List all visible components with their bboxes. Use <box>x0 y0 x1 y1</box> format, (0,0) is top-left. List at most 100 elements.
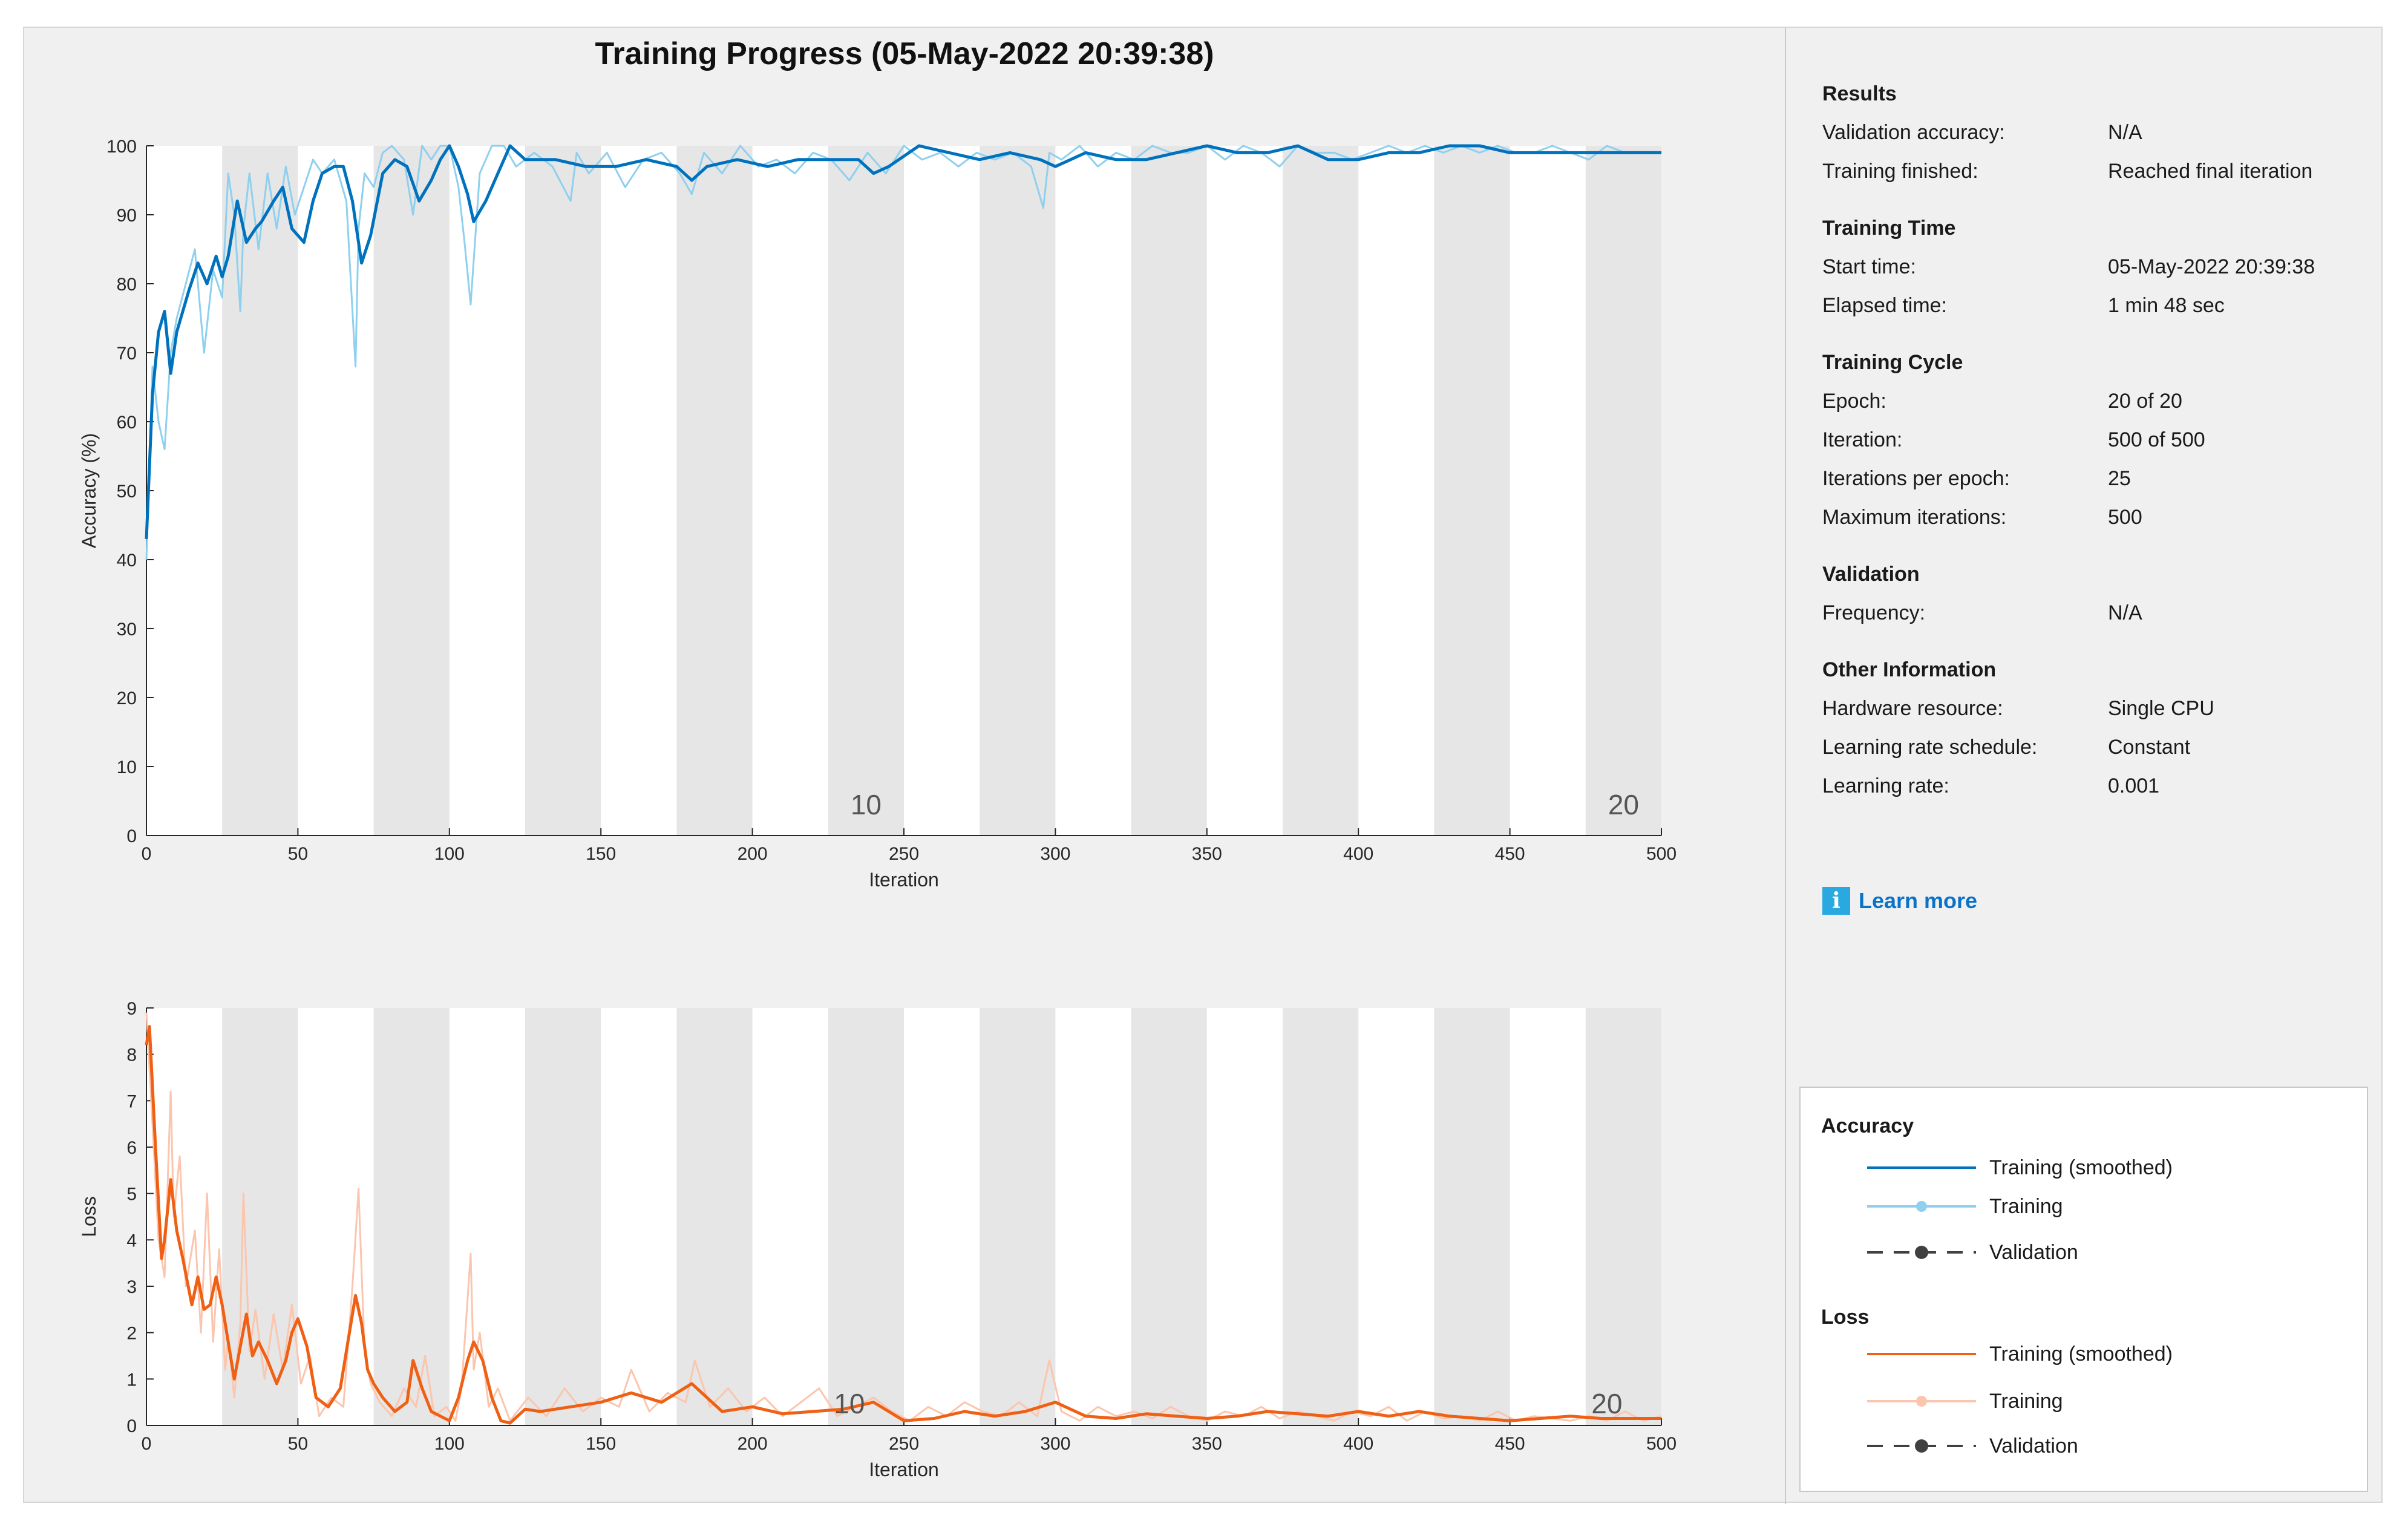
acc-y-tick-label: 100 <box>106 137 137 157</box>
acc-epoch-label: 10 <box>851 789 882 820</box>
loss-x-tick-label: 450 <box>1495 1434 1525 1454</box>
loss-epoch-band <box>1283 1008 1359 1425</box>
acc-x-tick-label: 50 <box>288 844 308 864</box>
acc-y-tick-label: 30 <box>117 620 137 639</box>
legend-acc-validation-label: Validation <box>1989 1240 2078 1264</box>
acc-x-axis-label: Iteration <box>869 869 939 891</box>
acc-x-tick-label: 0 <box>142 844 152 864</box>
acc-y-tick-label: 90 <box>117 206 137 226</box>
loss-x-tick-label: 350 <box>1192 1434 1222 1454</box>
legend-loss-training-swatch <box>1867 1396 1976 1407</box>
legend-loss-validation: Validation <box>1867 1434 2078 1458</box>
iteration-label: Iteration: <box>1822 428 1903 451</box>
chart-title: Training Progress (05-May-2022 20:39:38) <box>595 36 1214 71</box>
start-time-value: 05-May-2022 20:39:38 <box>2108 255 2315 278</box>
acc-x-tick-label: 100 <box>434 844 465 864</box>
loss-series-training <box>145 1012 1662 1422</box>
legend-loss-smoothed: Training (smoothed) <box>1867 1342 2173 1366</box>
legend-accuracy-title: Accuracy <box>1821 1114 1914 1137</box>
loss-epoch-band <box>676 1008 753 1425</box>
learning-rate-label: Learning rate: <box>1822 774 1949 797</box>
acc-epoch-band <box>1585 146 1661 836</box>
learn-more-link[interactable]: i Learn more <box>1822 887 1977 915</box>
training-progress-window: Training Progress (05-May-2022 20:39:38)… <box>23 27 2383 1504</box>
loss-epoch-band <box>1585 1008 1661 1425</box>
loss-epoch-band <box>222 1008 298 1425</box>
loss-epoch-band <box>980 1008 1056 1425</box>
charts-svg: Training Progress (05-May-2022 20:39:38)… <box>78 36 1677 1480</box>
acc-epoch-band <box>373 146 450 836</box>
legend-loss-smoothed-swatch <box>1867 1353 1976 1355</box>
training-time-title: Training Time <box>1822 217 1956 240</box>
legend-acc-smoothed: Training (smoothed) <box>1867 1156 2173 1180</box>
acc-y-tick-label: 0 <box>126 826 137 846</box>
maximum-iterations-label: Maximum iterations: <box>1822 506 2007 529</box>
loss-y-tick-label: 0 <box>126 1416 137 1436</box>
acc-x-tick-label: 250 <box>889 844 919 864</box>
loss-epoch-label: 10 <box>834 1388 865 1419</box>
loss-x-tick-label: 100 <box>434 1434 465 1454</box>
acc-y-axis-label: Accuracy (%) <box>78 433 100 548</box>
legend-acc-training-swatch <box>1867 1201 1976 1212</box>
iterations-per-epoch-value: 25 <box>2108 467 2131 490</box>
iterations-per-epoch-label: Iterations per epoch: <box>1822 467 2010 490</box>
loss-x-tick-label: 50 <box>288 1434 308 1454</box>
legend-acc-training: Training <box>1867 1194 2063 1218</box>
legend-loss-training: Training <box>1867 1389 2063 1413</box>
info-icon: i <box>1822 887 1850 915</box>
acc-series-training-smoothed <box>145 144 1661 539</box>
loss-x-axis-label: Iteration <box>869 1459 939 1480</box>
learning-rate-schedule-label: Learning rate schedule: <box>1822 736 2038 759</box>
loss-y-tick-label: 2 <box>126 1324 137 1344</box>
acc-series-training <box>145 145 1661 560</box>
loss-y-tick-label: 5 <box>126 1185 137 1205</box>
acc-epoch-band <box>980 146 1056 836</box>
training-finished-label: Training finished: <box>1822 160 1978 183</box>
loss-y-tick-label: 4 <box>126 1231 137 1251</box>
legend-acc-validation: Validation <box>1867 1240 2078 1264</box>
acc-y-tick-label: 40 <box>117 551 137 571</box>
acc-x-tick-label: 400 <box>1343 844 1373 864</box>
other-information-title: Other Information <box>1822 658 1997 681</box>
acc-y-tick-label: 20 <box>117 689 137 708</box>
acc-y-tick-label: 50 <box>117 482 137 502</box>
acc-y-tick-label: 80 <box>117 275 137 295</box>
loss-y-tick-label: 8 <box>126 1045 137 1065</box>
learn-more-label[interactable]: Learn more <box>1859 888 1978 913</box>
loss-x-tick-label: 250 <box>889 1434 919 1454</box>
loss-x-tick-label: 300 <box>1040 1434 1070 1454</box>
legend-loss-smoothed-label: Training (smoothed) <box>1989 1342 2173 1366</box>
hardware-resource-value: Single CPU <box>2108 697 2214 720</box>
acc-y-tick-label: 60 <box>117 413 137 433</box>
legend-acc-validation-swatch <box>1867 1246 1976 1259</box>
acc-epoch-band <box>525 146 601 836</box>
loss-y-tick-label: 3 <box>126 1277 137 1297</box>
loss-y-tick-label: 1 <box>126 1370 137 1390</box>
acc-epoch-band <box>1283 146 1359 836</box>
learning-rate-value: 0.001 <box>2108 774 2160 797</box>
acc-x-tick-label: 200 <box>738 844 768 864</box>
validation-accuracy-value: N/A <box>2108 121 2142 144</box>
acc-y-tick-label: 70 <box>117 344 137 364</box>
loss-x-tick-label: 200 <box>738 1434 768 1454</box>
elapsed-time-value: 1 min 48 sec <box>2108 294 2225 317</box>
frequency-label: Frequency: <box>1822 601 1926 624</box>
acc-x-tick-label: 150 <box>586 844 616 864</box>
hardware-resource-label: Hardware resource: <box>1822 697 2003 720</box>
frequency-value: N/A <box>2108 601 2142 624</box>
legend-loss-training-label: Training <box>1989 1389 2063 1413</box>
loss-y-tick-label: 7 <box>126 1091 137 1111</box>
acc-x-tick-label: 350 <box>1192 844 1222 864</box>
epoch-value: 20 of 20 <box>2108 390 2182 413</box>
loss-x-tick-label: 500 <box>1646 1434 1677 1454</box>
results-title: Results <box>1822 82 1897 105</box>
loss-epoch-label: 20 <box>1591 1388 1622 1419</box>
iteration-value: 500 of 500 <box>2108 428 2205 451</box>
training-finished-value: Reached final iteration <box>2108 160 2313 183</box>
loss-x-tick-label: 150 <box>586 1434 616 1454</box>
acc-epoch-band <box>828 146 904 836</box>
loss-y-tick-label: 9 <box>126 999 137 1019</box>
acc-x-tick-label: 300 <box>1040 844 1070 864</box>
learning-rate-schedule-value: Constant <box>2108 736 2191 759</box>
training-cycle-title: Training Cycle <box>1822 351 1963 374</box>
